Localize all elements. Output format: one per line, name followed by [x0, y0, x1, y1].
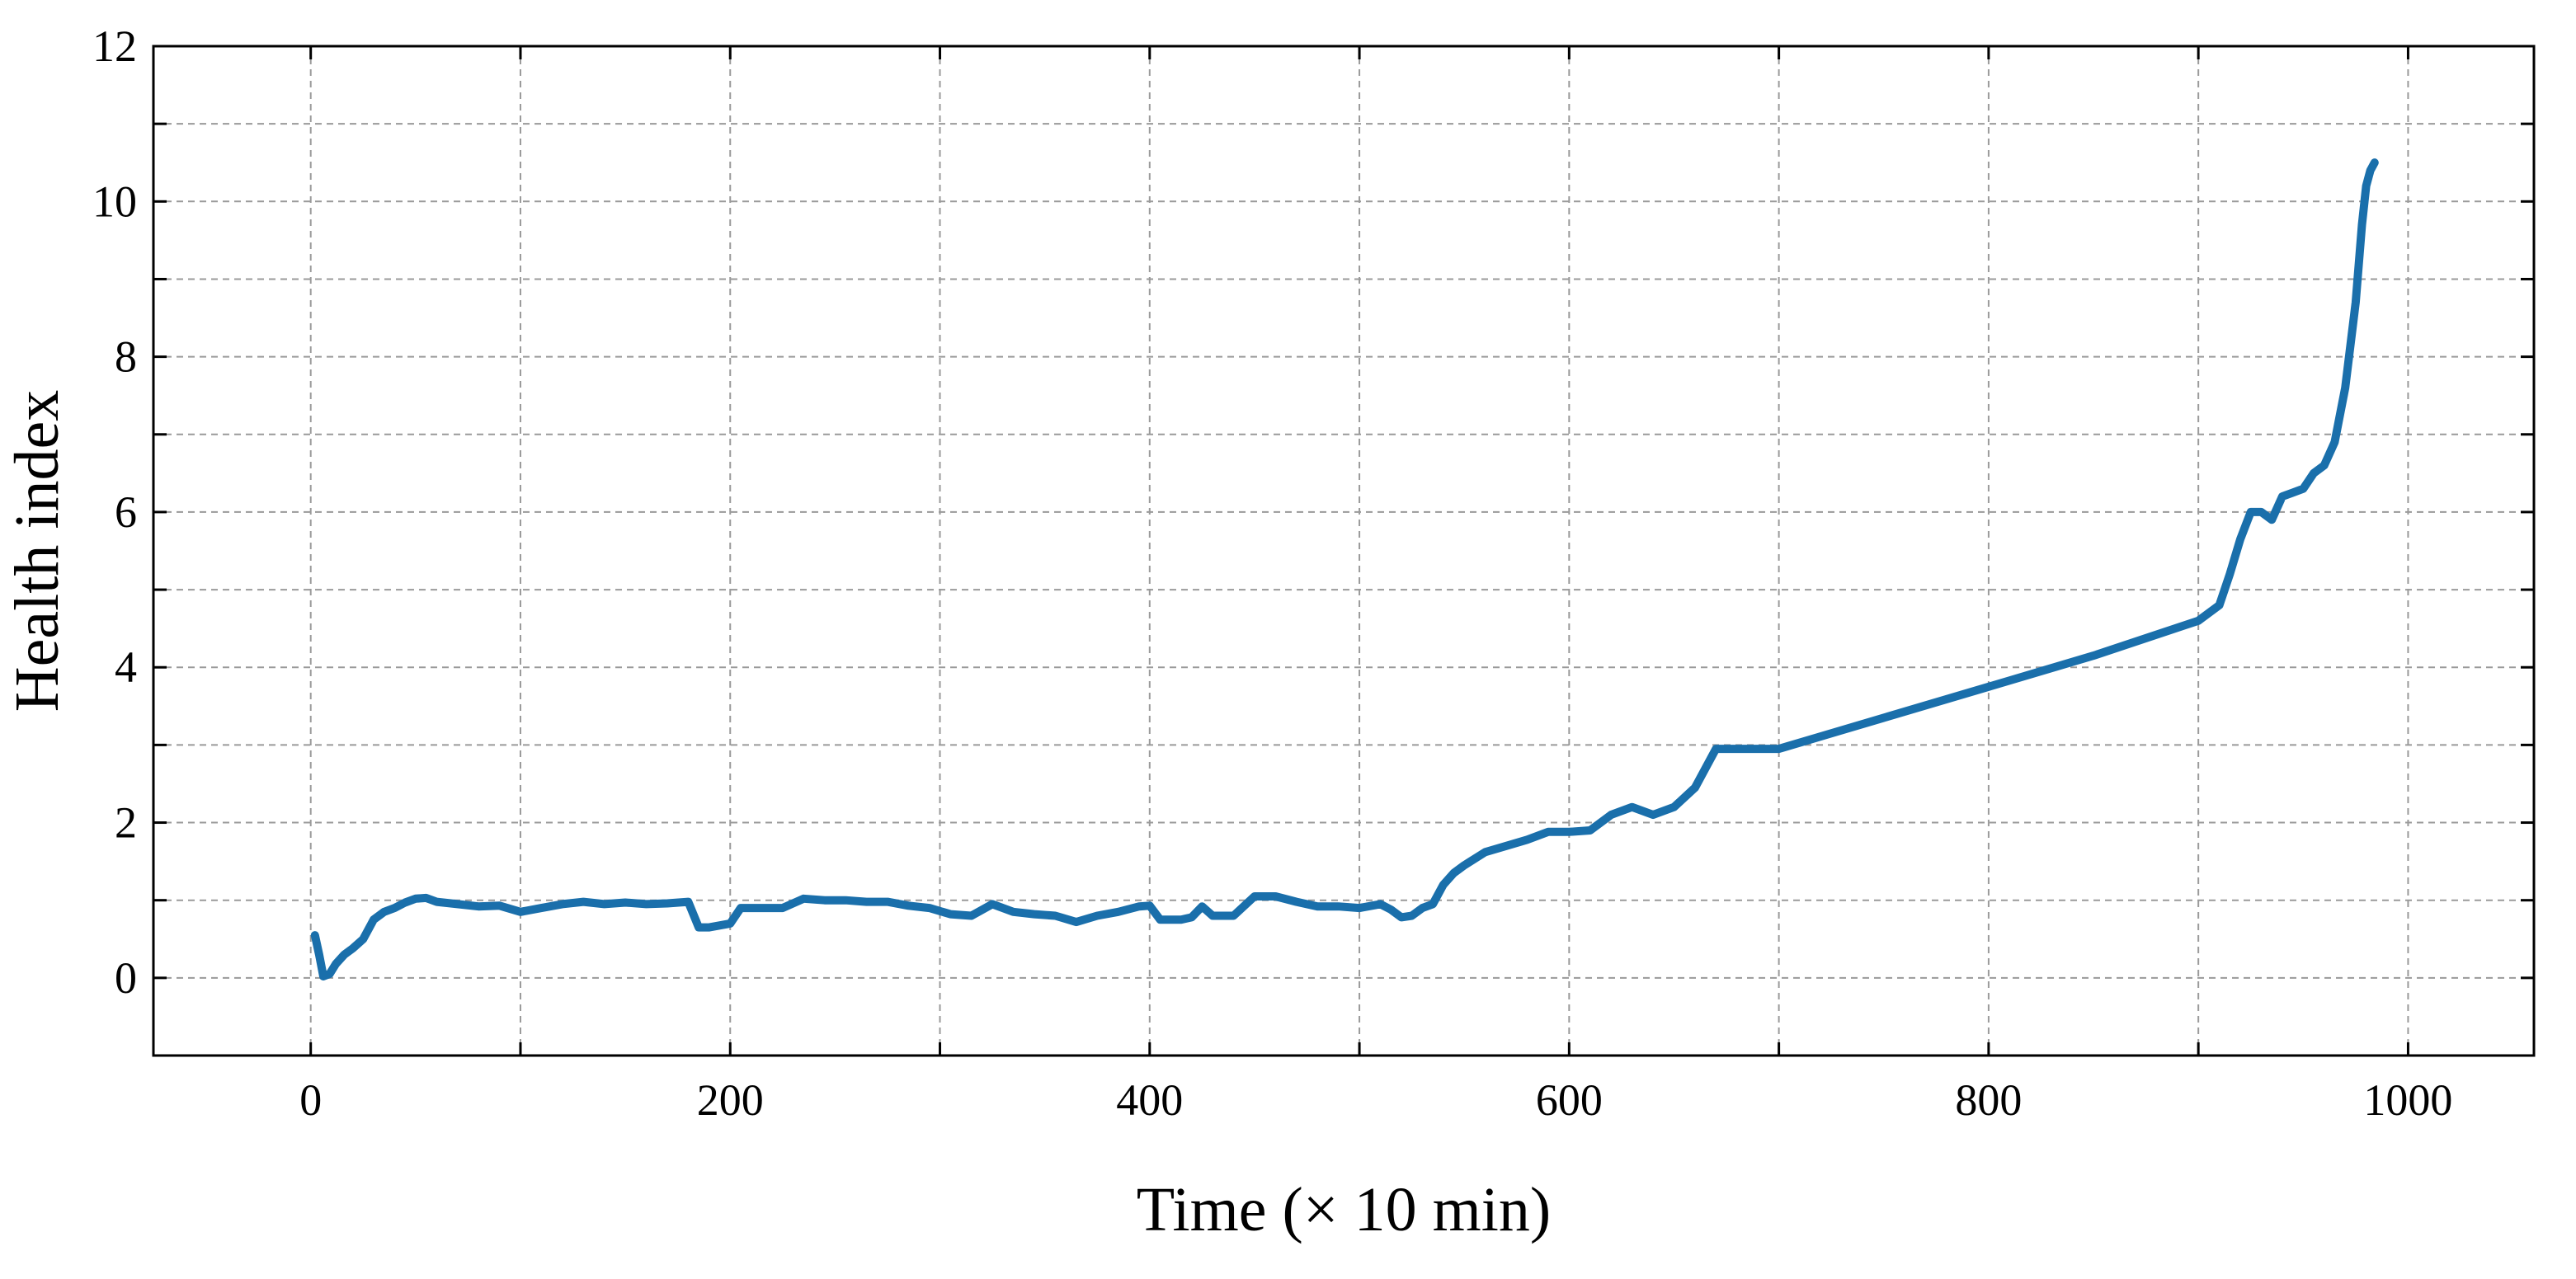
x-axis-title: Time (× 10 min)	[1137, 1175, 1551, 1244]
x-tick-label: 200	[697, 1075, 764, 1125]
axis-ticks	[153, 46, 2534, 1056]
x-tick-label: 0	[299, 1075, 322, 1125]
y-tick-label: 2	[115, 798, 137, 848]
plot-frame	[152, 45, 2536, 1057]
y-tick-label: 4	[115, 642, 137, 692]
y-tick-label: 12	[92, 21, 137, 71]
y-tick-label: 10	[92, 176, 137, 226]
y-tick-label: 6	[115, 487, 137, 537]
x-tick-label: 800	[1955, 1075, 2022, 1125]
y-tick-label: 8	[115, 332, 137, 382]
grid-lines	[153, 46, 2534, 1056]
tick-labels: 0 200 400 600 800 1000 0 2 4 6 8 10 12	[92, 21, 2452, 1125]
series-layer	[310, 158, 2379, 980]
health-index-series-line	[310, 158, 2379, 980]
y-tick-label: 0	[115, 953, 137, 1003]
x-tick-label: 400	[1116, 1075, 1183, 1125]
x-tick-label: 600	[1536, 1075, 1603, 1125]
y-axis-title: Health index	[2, 390, 72, 712]
x-tick-label: 1000	[2363, 1075, 2452, 1125]
